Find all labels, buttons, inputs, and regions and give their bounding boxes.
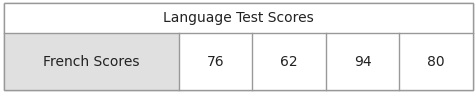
Bar bbox=[178, 33, 252, 90]
Text: 80: 80 bbox=[426, 54, 444, 69]
Bar bbox=[399, 33, 472, 90]
Text: 76: 76 bbox=[207, 54, 224, 69]
Bar bbox=[4, 3, 472, 33]
Text: Language Test Scores: Language Test Scores bbox=[163, 11, 313, 25]
Text: French Scores: French Scores bbox=[43, 54, 139, 69]
Text: 94: 94 bbox=[353, 54, 371, 69]
Text: 62: 62 bbox=[280, 54, 298, 69]
Bar bbox=[252, 33, 325, 90]
Bar bbox=[4, 33, 178, 90]
Bar bbox=[325, 33, 399, 90]
